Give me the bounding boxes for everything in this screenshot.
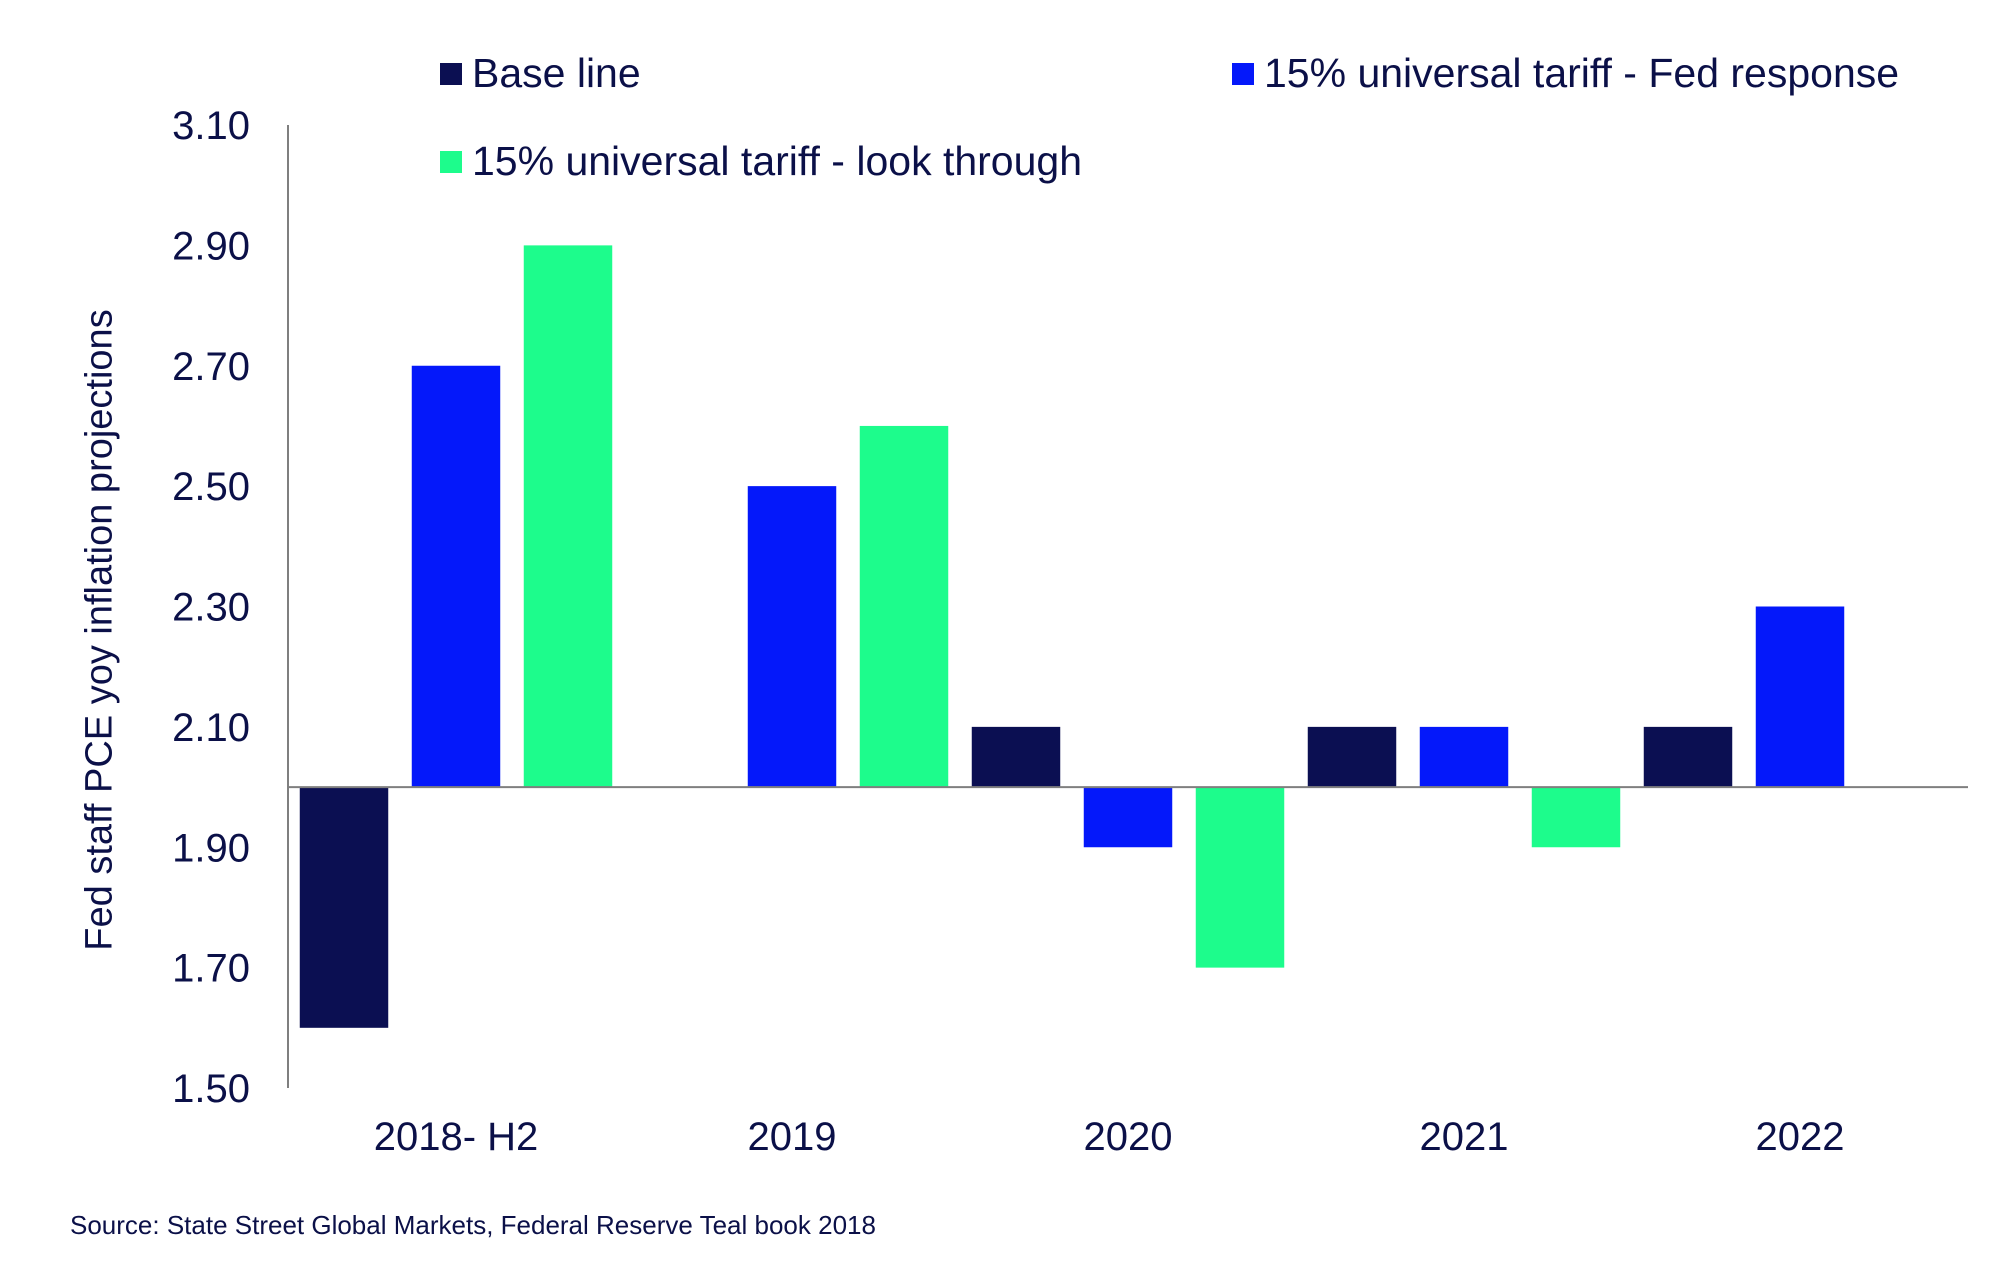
bar-2-0 xyxy=(523,245,613,788)
x-tick-label: 2022 xyxy=(1756,1115,1845,1159)
y-tick-label: 2.70 xyxy=(172,345,250,389)
bar-1-0 xyxy=(411,365,501,788)
y-tick-label: 2.10 xyxy=(172,706,250,750)
axes-group xyxy=(287,125,1968,1088)
y-tick-label: 2.30 xyxy=(172,586,250,630)
bar-2-1 xyxy=(859,425,949,788)
x-tick-labels: 2018- H2 2019 2020 2021 2022 xyxy=(374,1115,1845,1159)
legend-swatch-baseline xyxy=(440,62,462,85)
bar-1-1 xyxy=(747,486,837,788)
legend-item-baseline: Base line xyxy=(440,50,641,97)
bar-1-4 xyxy=(1755,606,1845,788)
legend-label-baseline: Base line xyxy=(472,50,641,96)
y-tick-label: 1.90 xyxy=(172,826,250,870)
bar-1-2 xyxy=(1083,787,1173,848)
legend-label-fed-response: 15% universal tariff - Fed response xyxy=(1264,50,1900,96)
bar-2-2 xyxy=(1195,787,1285,968)
x-tick-label: 2020 xyxy=(1084,1115,1173,1159)
bar-1-3 xyxy=(1419,726,1509,788)
bar-2-3 xyxy=(1531,787,1621,848)
legend-label-look-through: 15% universal tariff - look through xyxy=(472,138,1083,184)
legend-swatch-look-through xyxy=(440,150,462,173)
bars-group xyxy=(299,245,1845,1028)
y-axis-title: Fed staff PCE yoy inflation projections xyxy=(78,309,121,951)
bar-0-3 xyxy=(1307,726,1397,788)
x-tick-label: 2018- H2 xyxy=(374,1115,539,1159)
y-tick-label: 3.10 xyxy=(172,104,250,148)
bar-0-4 xyxy=(1643,726,1733,788)
source-note: Source: State Street Global Markets, Fed… xyxy=(70,1210,876,1240)
y-tick-label: 1.50 xyxy=(172,1067,250,1111)
legend-swatch-fed-response xyxy=(1232,62,1254,85)
y-tick-labels: 1.50 1.70 1.90 2.10 2.30 2.50 2.70 2.90 3.10 xyxy=(172,104,250,1111)
y-tick-label: 1.70 xyxy=(172,947,250,991)
bar-0-2 xyxy=(971,726,1061,788)
legend-item-look-through: 15% universal tariff - look through xyxy=(440,138,1082,185)
y-tick-label: 2.90 xyxy=(172,224,250,268)
x-tick-label: 2021 xyxy=(1420,1115,1509,1159)
y-tick-label: 2.50 xyxy=(172,465,250,509)
bar-0-0 xyxy=(299,787,389,1028)
x-tick-label: 2019 xyxy=(748,1115,837,1159)
legend-item-fed-response: 15% universal tariff - Fed response xyxy=(1232,50,1899,97)
